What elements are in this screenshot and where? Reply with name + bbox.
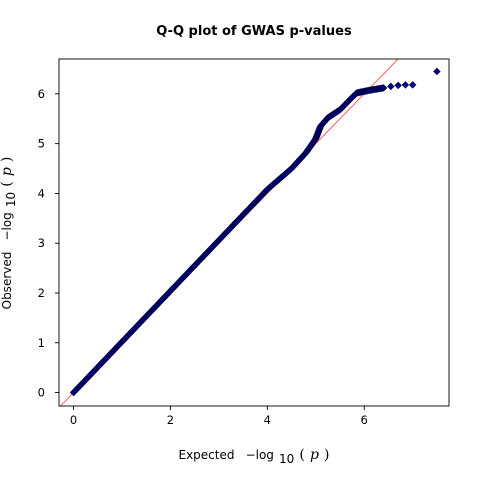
y-axis: 0 1 2 3 4 5 6 [38,87,59,400]
x-axis-label-math: −log [246,448,274,462]
chart-title: Q-Q plot of GWAS p-values [156,24,352,39]
x-axis-label-close: ) [324,447,329,463]
plot-area [59,59,449,406]
x-tick-label: 6 [361,413,368,427]
y-tick-label: 3 [38,236,45,250]
plot-frame [58,58,450,407]
y-tick-label: 4 [38,186,45,200]
data-point [394,81,402,90]
data-point [379,84,388,92]
x-tick-label: 0 [70,413,77,427]
x-axis-label-open: ( [299,447,304,463]
y-axis-label-open: ( [0,181,15,186]
x-tick-label: 2 [167,413,174,427]
x-axis-label-var: p [310,447,319,463]
x-axis-label: Expected −log 10 ( p ) [178,444,329,467]
y-tick-label: 1 [38,336,45,350]
y-axis-label-math: −log [0,212,14,240]
y-tick-label: 6 [38,87,45,101]
x-axis: 0 2 4 6 [70,406,368,427]
y-axis-label-close: ) [0,157,15,162]
y-axis-label-sub: 10 [4,192,18,207]
x-axis-label-sub: 10 [279,452,294,466]
y-axis-label-var: p [0,167,15,176]
y-tick-label: 2 [38,286,45,300]
x-axis-label-prefix: Expected [178,448,234,462]
y-tick-label: 5 [38,137,45,151]
data-point [408,81,417,89]
x-tick-label: 4 [264,413,271,427]
data-point [387,82,395,91]
data-point [433,67,441,76]
data-point [401,81,410,89]
data-points [69,67,441,397]
y-axis-label-prefix: Observed [0,252,14,310]
y-axis-label: Observed −log 10 ( p ) [0,157,19,310]
y-tick-label: 0 [38,386,45,400]
